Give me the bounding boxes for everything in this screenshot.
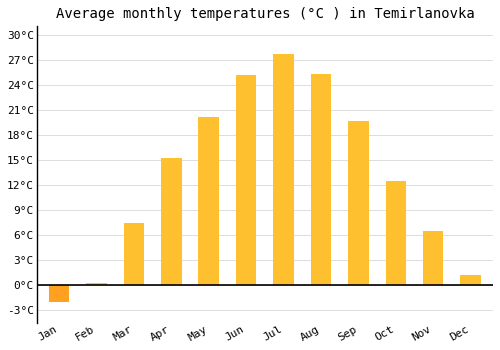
- Bar: [124, 223, 144, 285]
- Bar: [348, 121, 368, 285]
- Title: Average monthly temperatures (°C ) in Temirlanovka: Average monthly temperatures (°C ) in Te…: [56, 7, 474, 21]
- Bar: [423, 231, 444, 285]
- Bar: [386, 181, 406, 285]
- Bar: [86, 283, 107, 285]
- Bar: [274, 54, 294, 285]
- Bar: [49, 285, 70, 302]
- Bar: [198, 117, 219, 285]
- Bar: [236, 75, 256, 285]
- Bar: [460, 275, 481, 285]
- Bar: [310, 74, 332, 285]
- Bar: [161, 158, 182, 285]
